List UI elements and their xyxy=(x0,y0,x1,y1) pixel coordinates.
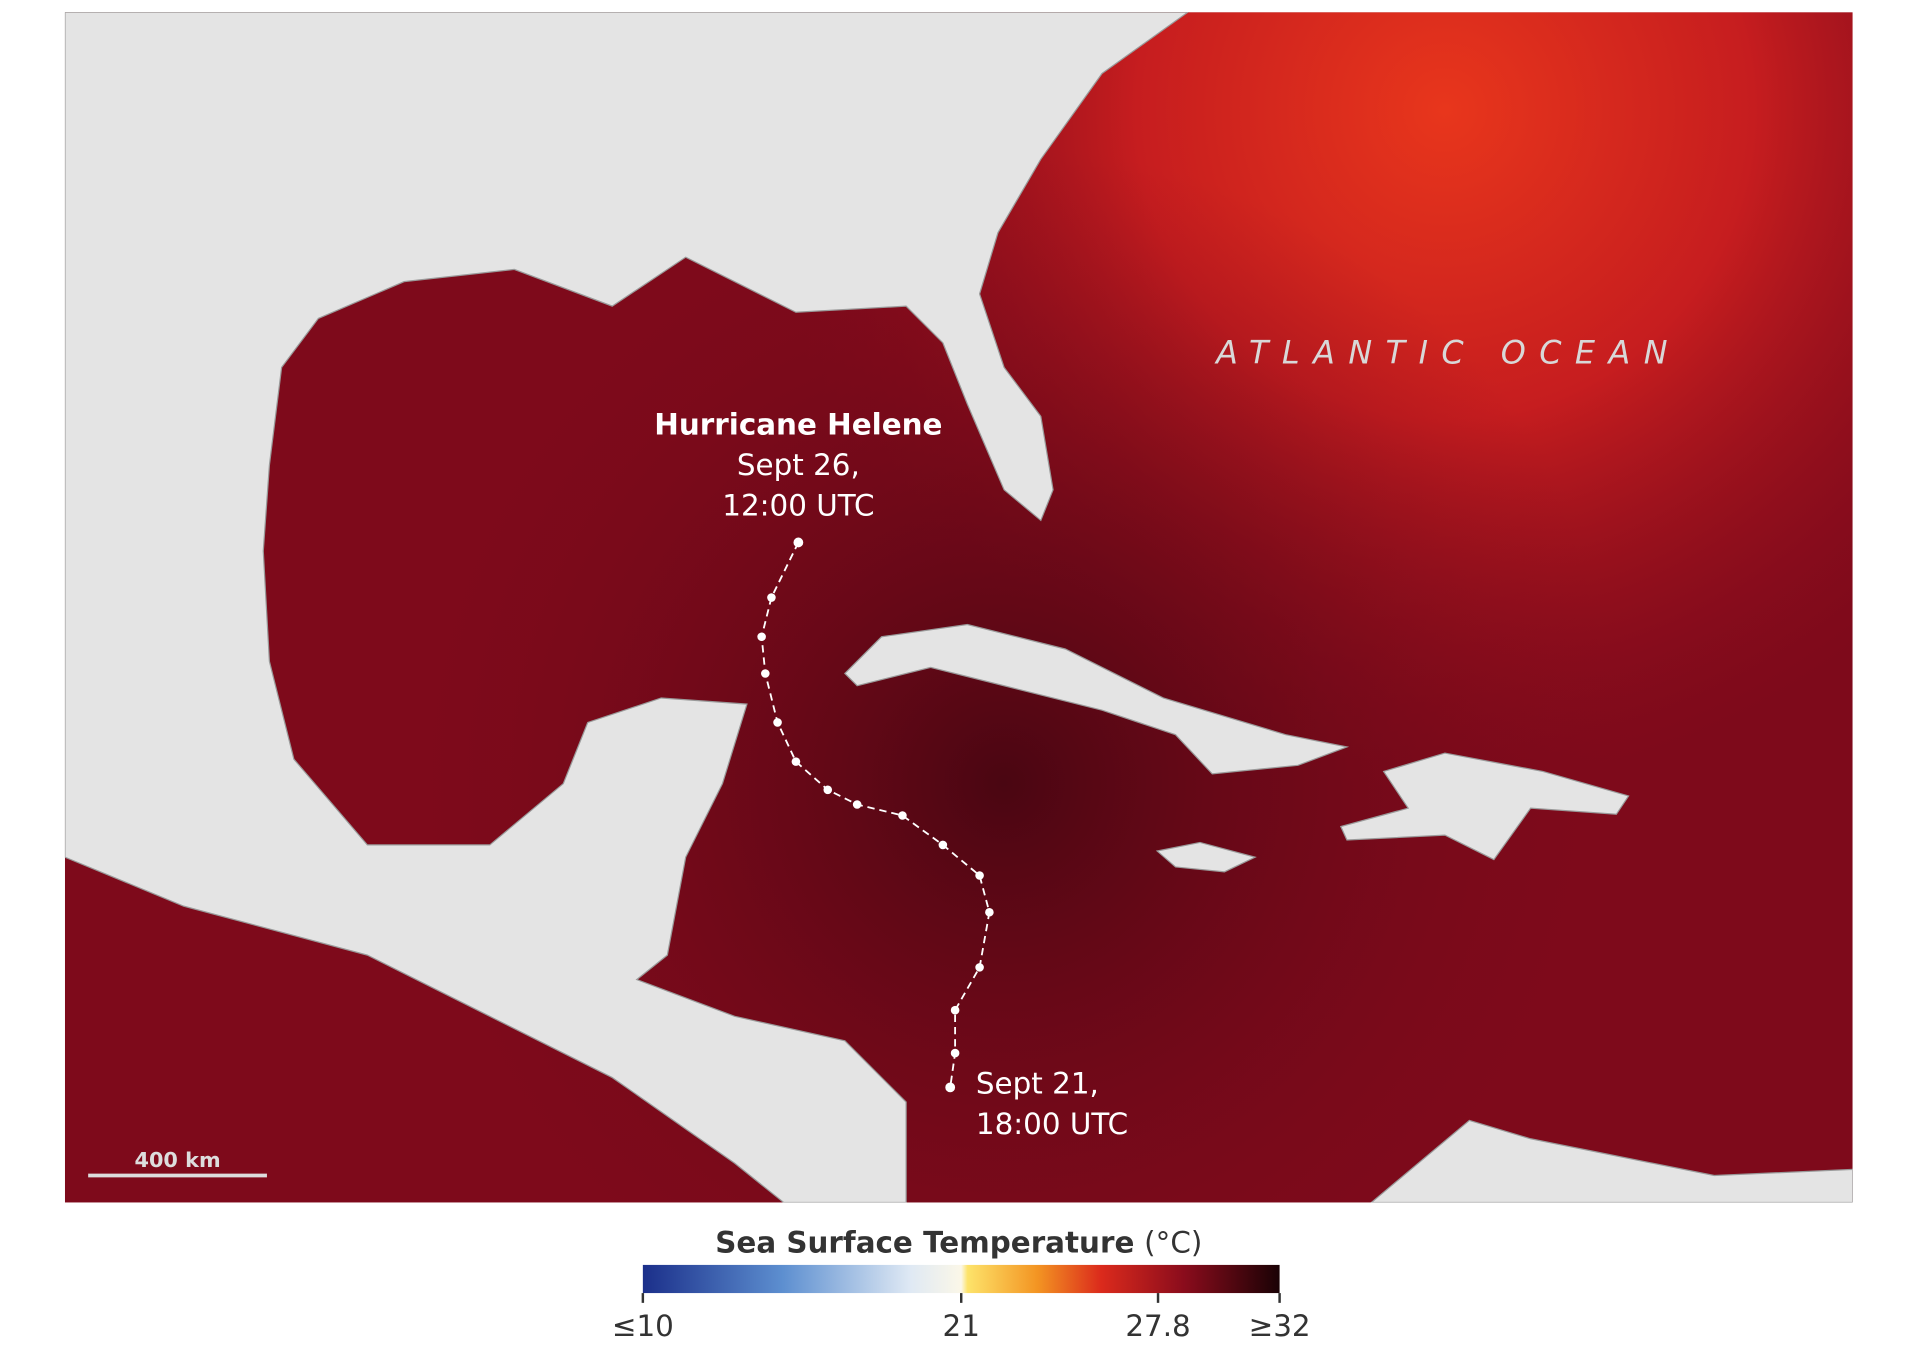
ocean-label: ATLANTIC OCEAN xyxy=(1214,334,1681,372)
track-point xyxy=(773,718,782,727)
colorbar-ticks: ≤10 21 27.8 ≥32 xyxy=(612,1293,1311,1343)
map: ATLANTIC OCEAN Hurricane Helene Sept 26,… xyxy=(64,12,1853,1203)
legend-title-text: Sea Surface Temperature xyxy=(715,1226,1134,1260)
hispaniola xyxy=(1339,752,1630,861)
track-point xyxy=(985,907,994,917)
track-start-date: Sept 21, xyxy=(976,1066,1099,1100)
track-end-title: Hurricane Helene xyxy=(654,408,942,442)
south-america xyxy=(1370,1119,1853,1203)
track-point xyxy=(767,593,776,602)
track-point xyxy=(975,871,984,880)
track-point xyxy=(791,757,801,766)
track-point xyxy=(975,963,984,972)
track-point xyxy=(761,669,770,678)
track-point xyxy=(852,800,862,809)
hurricane-track xyxy=(760,542,991,1088)
track-point xyxy=(938,840,948,850)
north-central-america xyxy=(64,12,1189,1203)
colorbar-tick-label: 21 xyxy=(943,1309,980,1343)
track-points xyxy=(757,537,994,1093)
jamaica xyxy=(1155,841,1257,873)
legend-unit: (°C) xyxy=(1144,1226,1202,1260)
track-end-date: Sept 26, xyxy=(737,448,860,482)
colorbar-tick-label: ≤10 xyxy=(612,1309,674,1343)
cuba xyxy=(844,623,1350,775)
colorbar-tick-label: ≥32 xyxy=(1249,1309,1311,1343)
scale-bar-label: 400 km xyxy=(134,1148,220,1172)
track-start-time: 18:00 UTC xyxy=(976,1107,1128,1141)
track-point xyxy=(950,1005,960,1015)
track-point xyxy=(950,1048,960,1058)
track-point xyxy=(793,537,804,548)
track-end-time: 12:00 UTC xyxy=(722,489,874,523)
colorbar xyxy=(642,1264,1280,1294)
track-point xyxy=(823,785,833,795)
track-point xyxy=(757,632,766,642)
colorbar-tick-label: 27.8 xyxy=(1125,1309,1190,1343)
track-point xyxy=(945,1082,956,1093)
track-point xyxy=(898,811,907,820)
legend-title: Sea Surface Temperature (°C) xyxy=(715,1226,1202,1260)
